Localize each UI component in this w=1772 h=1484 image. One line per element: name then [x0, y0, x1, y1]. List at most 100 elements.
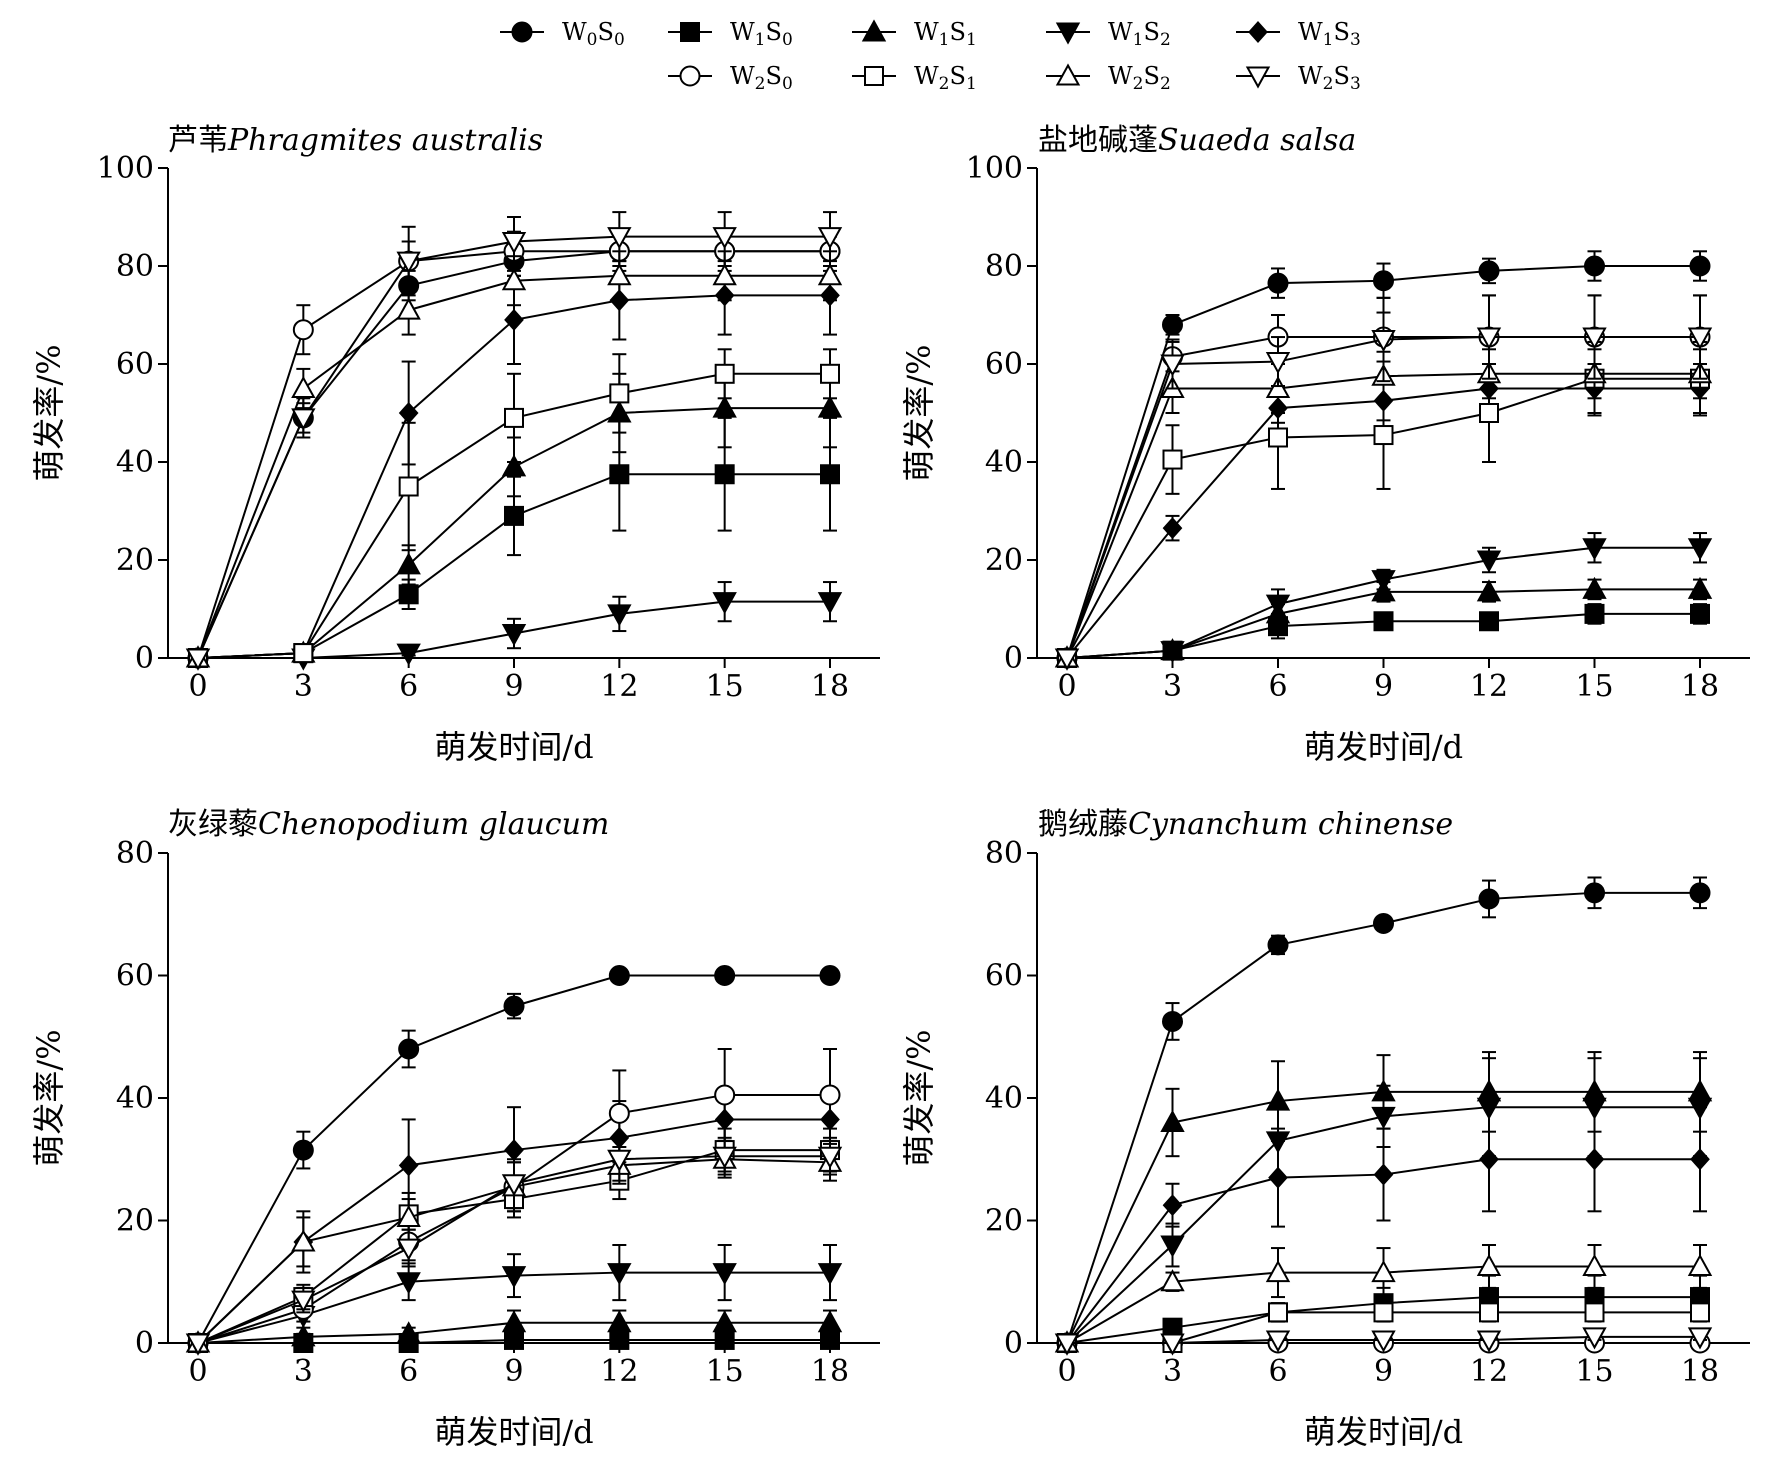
data-point	[1479, 611, 1499, 632]
y-tick-label: 40	[985, 445, 1023, 480]
data-point	[1582, 1253, 1607, 1276]
data-point	[1582, 576, 1607, 599]
data-point	[501, 1266, 527, 1289]
data-point	[607, 227, 632, 250]
data-point	[1479, 1148, 1499, 1171]
data-point	[607, 263, 632, 286]
data-point	[607, 604, 632, 627]
data-point	[291, 408, 316, 431]
data-point	[607, 1263, 632, 1286]
x-tick-label: 9	[1374, 1354, 1393, 1389]
data-point	[817, 227, 843, 250]
data-point	[1690, 1148, 1710, 1171]
x-tick-label: 9	[504, 669, 523, 704]
data-point	[291, 1229, 316, 1252]
data-point	[1054, 1333, 1080, 1356]
legend-marker-circle	[511, 21, 533, 43]
data-point	[1267, 272, 1289, 294]
x-tick-label: 3	[294, 1354, 313, 1389]
data-point	[712, 1263, 737, 1286]
y-tick-label: 40	[985, 1081, 1023, 1116]
data-point	[609, 464, 630, 485]
data-point	[1584, 1148, 1605, 1171]
data-point	[817, 1146, 843, 1169]
data-point	[1687, 576, 1713, 599]
data-point	[291, 1290, 316, 1313]
data-point	[1690, 603, 1710, 624]
series-w2s3	[185, 211, 843, 671]
y-tick-label: 100	[966, 151, 1023, 186]
data-point	[1687, 538, 1713, 561]
legend: W0S0 W1S0 W1S1 W1S2 W1S3 W2S0 W2S1 W2S2 W2S3	[500, 18, 1361, 94]
data-point	[817, 263, 843, 286]
legend-item-w2s1: W2S1	[852, 62, 977, 94]
panel-title-cn: 灰绿藜	[168, 807, 258, 842]
legend-label-w2s3: W2S3	[1298, 62, 1361, 94]
data-point	[714, 363, 735, 384]
data-point	[1265, 352, 1291, 375]
data-point	[714, 1084, 736, 1106]
series-w2s3	[1054, 294, 1713, 671]
data-point	[1162, 314, 1183, 336]
y-axis-label: 萌发率/%	[30, 344, 68, 481]
data-point	[501, 1310, 527, 1333]
chart-panel-phragmites: 芦苇Phragmites australis 0 20 40 60 80 100 0 3 6 9 12…	[30, 123, 880, 766]
data-point	[1476, 550, 1502, 573]
data-point	[609, 383, 630, 404]
legend-label-w2s0: W2S0	[730, 62, 793, 94]
legend-marker-triangle-up	[861, 19, 887, 42]
data-point	[1582, 1327, 1607, 1350]
y-tick-label: 60	[116, 959, 154, 994]
x-tick-label: 15	[1575, 1354, 1613, 1389]
data-point	[1268, 1302, 1288, 1323]
legend-label-w2s1: W2S1	[914, 62, 977, 94]
data-point	[608, 965, 630, 986]
y-tick-label: 80	[985, 836, 1023, 871]
data-point	[1371, 330, 1396, 353]
data-point	[1689, 882, 1711, 904]
data-point	[1162, 517, 1183, 540]
x-tick-label: 6	[399, 1354, 418, 1389]
data-point	[396, 1321, 421, 1344]
x-tick-label: 18	[1681, 669, 1719, 704]
legend-label-w1s2: W1S2	[1108, 18, 1171, 50]
data-point	[1689, 255, 1711, 277]
chart-panel-chenopodium: 灰绿藜Chenopodium glaucum 0 20 40 60 80 0 3 6 9 12 15 1…	[30, 807, 880, 1451]
data-point	[817, 592, 843, 615]
data-point	[1371, 1106, 1396, 1129]
data-point	[1687, 1327, 1713, 1350]
series-w2s3	[185, 1136, 843, 1356]
legend-marker-square	[680, 22, 700, 42]
data-point	[712, 1146, 737, 1169]
y-tick-label: 40	[116, 445, 154, 480]
x-tick-label: 15	[706, 1354, 744, 1389]
data-point	[398, 1038, 420, 1060]
data-point	[396, 643, 421, 666]
data-point	[504, 1139, 524, 1162]
data-point	[1162, 1010, 1183, 1032]
data-point	[1476, 327, 1502, 350]
y-tick-label: 0	[135, 641, 154, 676]
y-tick-label: 0	[1004, 641, 1023, 676]
y-tick-label: 20	[116, 1204, 154, 1239]
data-point	[1265, 1259, 1291, 1283]
y-tick-label: 80	[116, 249, 154, 284]
chart-panel-suaeda: 盐地碱蓬Suaeda salsa 0 20 40 60 80 100 0 3 6 9 12 15 18 萌发…	[900, 123, 1750, 766]
data-point	[714, 965, 736, 986]
data-point	[185, 1333, 211, 1356]
panel-title: 灰绿藜Chenopodium glaucum	[168, 807, 609, 842]
x-tick-label: 6	[1268, 1354, 1287, 1389]
panel-title: 盐地碱蓬Suaeda salsa	[1038, 123, 1356, 158]
x-tick-label: 15	[1575, 669, 1613, 704]
x-tick-label: 12	[600, 1354, 638, 1389]
data-point	[293, 643, 314, 664]
legend-marker-triangle-down	[1055, 22, 1081, 45]
data-point	[1265, 594, 1291, 617]
x-tick-label: 12	[600, 669, 638, 704]
data-point	[398, 402, 419, 424]
data-point	[1479, 403, 1499, 423]
data-point	[1162, 449, 1183, 470]
data-point	[714, 464, 735, 485]
data-point	[820, 363, 840, 384]
data-point	[292, 1139, 314, 1161]
